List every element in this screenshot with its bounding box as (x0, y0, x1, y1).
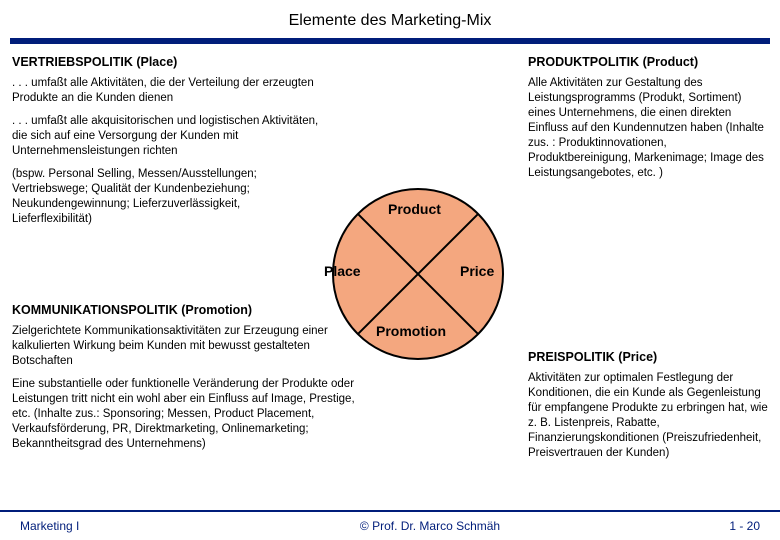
page-title: Elemente des Marketing-Mix (0, 0, 780, 38)
footer-mid: © Prof. Dr. Marco Schmäh (200, 519, 660, 533)
marketing-mix-chart: Product Price Promotion Place (318, 179, 518, 379)
price-para-1: Aktivitäten zur optimalen Festlegung der… (528, 371, 768, 461)
promotion-heading: KOMMUNIKATIONSPOLITIK (Promotion) (12, 302, 362, 318)
promotion-section: KOMMUNIKATIONSPOLITIK (Promotion) Zielge… (12, 302, 362, 460)
promotion-para-2: Eine substantielle oder funktionelle Ver… (12, 377, 362, 452)
place-para-2: . . . umfaßt alle akquisitorischen und l… (12, 114, 322, 159)
price-section: PREISPOLITIK (Price) Aktivitäten zur opt… (528, 349, 768, 469)
footer-right: 1 - 20 (660, 519, 780, 533)
chart-label-right: Price (460, 263, 494, 279)
place-heading: VERTRIEBSPOLITIK (Place) (12, 54, 322, 70)
product-section: PRODUKTPOLITIK (Product) Alle Aktivitäte… (528, 54, 768, 189)
promotion-para-1: Zielgerichtete Kommunikationsaktivitäten… (12, 324, 362, 369)
content-area: VERTRIEBSPOLITIK (Place) . . . umfaßt al… (0, 54, 780, 499)
chart-label-left: Place (324, 263, 361, 279)
chart-label-top: Product (388, 201, 441, 217)
place-para-3: (bspw. Personal Selling, Messen/Ausstell… (12, 167, 322, 227)
place-section: VERTRIEBSPOLITIK (Place) . . . umfaßt al… (12, 54, 322, 235)
product-para-1: Alle Aktivitäten zur Gestaltung des Leis… (528, 76, 768, 181)
product-heading: PRODUKTPOLITIK (Product) (528, 54, 768, 70)
place-para-1: . . . umfaßt alle Aktivitäten, die der V… (12, 76, 322, 106)
chart-label-bottom: Promotion (376, 323, 446, 339)
price-heading: PREISPOLITIK (Price) (528, 349, 768, 365)
title-bar (10, 38, 770, 44)
footer-left: Marketing I (0, 519, 200, 533)
footer: Marketing I © Prof. Dr. Marco Schmäh 1 -… (0, 510, 780, 540)
